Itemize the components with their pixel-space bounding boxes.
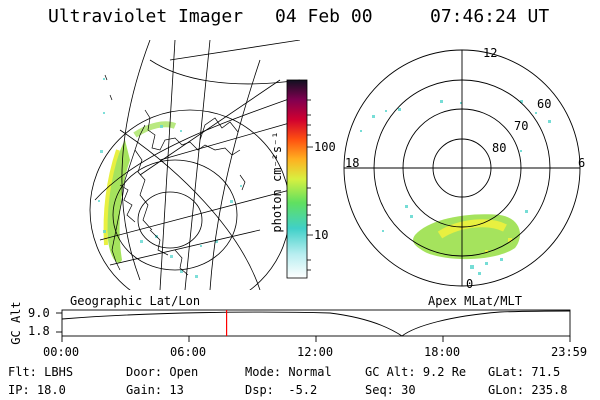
status-mode: Mode: Normal bbox=[245, 365, 332, 379]
status-gc-alt-value: 9.2 Re bbox=[422, 365, 467, 379]
x-tick-1200: 12:00 bbox=[297, 345, 334, 359]
status-seq: Seq: 30 bbox=[365, 383, 416, 397]
altitude-curve bbox=[61, 310, 571, 337]
status-flt: Flt: LBHS bbox=[8, 365, 74, 379]
status-seq-value: 30 bbox=[401, 383, 416, 397]
time-label: 07:46:24 UT bbox=[430, 6, 550, 27]
mlt-label-6: 6 bbox=[578, 156, 586, 170]
x-tick-2359: 23:59 bbox=[551, 345, 588, 359]
aurora-emission-left bbox=[98, 78, 242, 278]
status-ip-value: 18.0 bbox=[36, 383, 66, 397]
colorbar-label: photon cm⁻²s⁻¹ bbox=[270, 131, 284, 233]
geographic-globe bbox=[89, 40, 300, 290]
status-gain-value: 13 bbox=[169, 383, 184, 397]
mlt-label-0: 0 bbox=[466, 277, 474, 291]
gc-alt-axis-label: GC Alt bbox=[9, 301, 23, 345]
x-tick-0000: 00:00 bbox=[43, 345, 80, 359]
status-gain: Gain: 13 bbox=[126, 383, 184, 397]
x-tick-1800: 18:00 bbox=[424, 345, 461, 359]
status-dsp: Dsp: -5.2 bbox=[245, 383, 318, 397]
status-glon-value: 235.8 bbox=[531, 383, 568, 397]
colorbar bbox=[286, 79, 313, 279]
status-dsp-value: -5.2 bbox=[288, 383, 318, 397]
mlat-label-80: 80 bbox=[492, 141, 507, 155]
polar-plot bbox=[343, 49, 581, 287]
left-panel-label: Geographic Lat/Lon bbox=[70, 294, 201, 308]
status-door: Door: Open bbox=[126, 365, 199, 379]
colorbar-tick-10: 10 bbox=[314, 228, 329, 242]
header: Ultraviolet Imager 04 Feb 00 07:46:24 UT bbox=[0, 0, 600, 30]
colorbar-tick-100: 100 bbox=[314, 140, 336, 154]
status-glat: GLat: 71.5 bbox=[488, 365, 561, 379]
status-ip: IP: 18.0 bbox=[8, 383, 66, 397]
instrument-title: Ultraviolet Imager bbox=[48, 6, 244, 27]
status-glat-value: 71.5 bbox=[531, 365, 561, 379]
mlt-label-18: 18 bbox=[345, 156, 360, 170]
timeline-plot bbox=[56, 309, 571, 342]
right-panel-label: Apex MLat/MLT bbox=[428, 294, 522, 308]
aurora-emission-right bbox=[360, 100, 551, 275]
mlat-label-70: 70 bbox=[514, 119, 529, 133]
coastline bbox=[104, 74, 246, 276]
y-tick-high: 9.0 bbox=[28, 306, 50, 320]
status-mode-value: Normal bbox=[288, 365, 332, 379]
status-glon: GLon: 235.8 bbox=[488, 383, 568, 397]
mlt-label-12: 12 bbox=[483, 46, 498, 60]
x-tick-0600: 06:00 bbox=[170, 345, 207, 359]
mlat-label-60: 60 bbox=[537, 97, 552, 111]
date-label: 04 Feb 00 bbox=[275, 6, 373, 27]
y-tick-low: 1.8 bbox=[28, 324, 50, 338]
status-flt-value: LBHS bbox=[44, 365, 74, 379]
status-door-value: Open bbox=[169, 365, 199, 379]
status-gc-alt: GC Alt: 9.2 Re bbox=[365, 365, 467, 379]
